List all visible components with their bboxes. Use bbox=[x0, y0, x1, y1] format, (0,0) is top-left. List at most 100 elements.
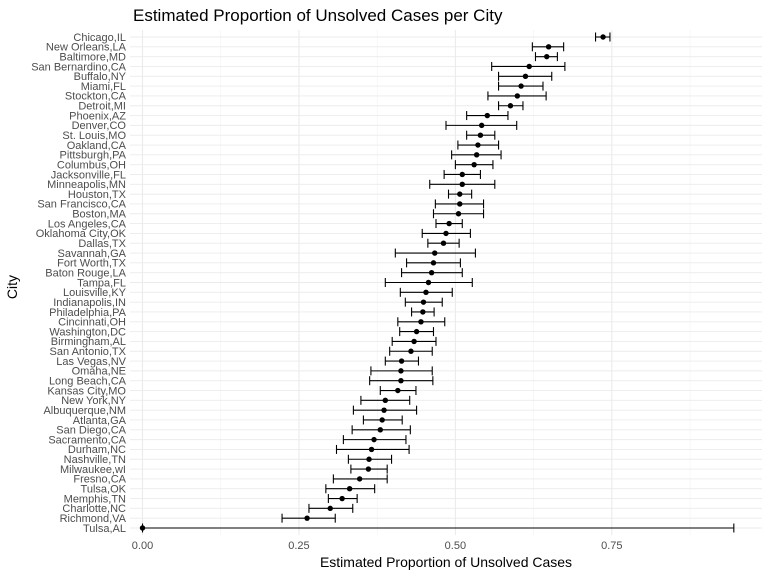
city-mark bbox=[534, 52, 558, 62]
x-tick-label: 0.00 bbox=[132, 540, 153, 552]
x-tick-label: 0.50 bbox=[445, 540, 466, 552]
city-mark bbox=[391, 336, 437, 346]
city-mark bbox=[335, 444, 410, 454]
x-tick-label: 0.75 bbox=[601, 540, 622, 552]
point bbox=[418, 319, 424, 325]
city-mark bbox=[445, 120, 518, 130]
city-mark bbox=[362, 415, 403, 425]
y-tick-label: Baton Rouge,LA bbox=[45, 267, 126, 279]
y-tick-label: Indianapolis,IN bbox=[53, 297, 126, 309]
y-tick-label: Long Beach,CA bbox=[49, 376, 127, 388]
y-tick-label: Tulsa,OK bbox=[81, 484, 127, 496]
city-mark bbox=[457, 140, 500, 150]
point bbox=[459, 171, 465, 178]
x-tick-labels: 0.00 0.25 0.50 0.75 bbox=[132, 540, 623, 552]
y-tick-label: Savannah,GA bbox=[58, 248, 127, 260]
y-tick-label: Birmingham,AL bbox=[51, 336, 126, 348]
y-tick-label: Denver,CO bbox=[72, 120, 127, 132]
city-mark bbox=[360, 395, 411, 405]
y-tick-label: Jacksonville,FL bbox=[51, 169, 126, 181]
data-marks bbox=[139, 32, 735, 533]
point bbox=[484, 112, 490, 119]
y-tick-label: Memphis,TN bbox=[64, 493, 126, 505]
point bbox=[377, 427, 383, 433]
x-tick-label: 0.25 bbox=[288, 540, 309, 552]
y-tick-label: Milwaukee,wI bbox=[60, 464, 126, 476]
y-tick-label: Tulsa,AL bbox=[83, 523, 126, 535]
city-mark bbox=[370, 366, 433, 376]
city-mark bbox=[384, 278, 473, 287]
city-mark bbox=[434, 199, 485, 209]
city-mark bbox=[342, 435, 407, 445]
y-tick-label: Washington,DC bbox=[49, 326, 126, 338]
city-mark bbox=[531, 42, 565, 52]
point bbox=[381, 407, 387, 413]
point bbox=[395, 387, 401, 394]
city-mark bbox=[443, 169, 481, 179]
y-tick-label: Charlotte,NC bbox=[62, 503, 126, 515]
point bbox=[398, 368, 404, 374]
y-tick-label: Fresno,CA bbox=[73, 474, 126, 486]
y-tick-label: Omaha,NE bbox=[72, 366, 126, 378]
y-tick-label: San Diego,CA bbox=[56, 425, 126, 437]
y-tick-label: Philadelphia,PA bbox=[49, 307, 127, 319]
point bbox=[475, 142, 481, 148]
point bbox=[522, 73, 529, 79]
point bbox=[526, 63, 532, 70]
point bbox=[368, 446, 375, 453]
city-mark bbox=[389, 346, 433, 356]
y-tick-label: Louisville,KY bbox=[63, 287, 127, 299]
point bbox=[413, 328, 420, 335]
point bbox=[366, 456, 372, 462]
city-mark bbox=[447, 189, 473, 199]
y-tick-label: Nashville,TN bbox=[64, 454, 126, 466]
y-tick-label: New York,NY bbox=[61, 395, 126, 407]
city-mark bbox=[427, 238, 460, 248]
city-mark bbox=[399, 287, 453, 297]
y-tick-label: Richmond,VA bbox=[60, 513, 127, 525]
y-tick-label: Oakland,CA bbox=[67, 140, 127, 152]
point bbox=[477, 132, 484, 138]
city-mark bbox=[404, 297, 443, 307]
y-tick-label: Cincinnati,OH bbox=[58, 317, 126, 329]
grid bbox=[130, 30, 762, 535]
point bbox=[443, 230, 449, 237]
city-mark bbox=[498, 101, 524, 111]
point bbox=[371, 436, 377, 443]
point bbox=[600, 34, 606, 40]
y-tick-label: Columbus,OH bbox=[57, 159, 126, 171]
city-mark bbox=[454, 160, 494, 170]
point bbox=[379, 417, 385, 423]
city-mark bbox=[325, 484, 376, 494]
point bbox=[544, 53, 550, 60]
city-mark bbox=[432, 209, 485, 219]
y-tick-label: Miami,FL bbox=[81, 81, 126, 93]
city-mark bbox=[351, 425, 411, 435]
city-mark bbox=[466, 130, 496, 140]
y-tick-label: Buffalo,NY bbox=[74, 71, 127, 83]
city-mark bbox=[327, 494, 358, 504]
y-tick-label: Chicago,IL bbox=[73, 32, 126, 44]
point bbox=[473, 152, 480, 158]
point bbox=[398, 378, 404, 384]
y-tick-label: Durham,NC bbox=[68, 444, 126, 456]
city-mark bbox=[308, 503, 354, 513]
y-tick-label: Pittsburgh,PA bbox=[60, 150, 127, 162]
y-axis-title: City bbox=[4, 275, 20, 299]
city-mark bbox=[491, 61, 566, 71]
point bbox=[423, 289, 429, 296]
point bbox=[327, 505, 333, 512]
point bbox=[478, 122, 485, 129]
city-mark bbox=[411, 307, 435, 317]
point bbox=[428, 269, 435, 276]
city-mark bbox=[429, 179, 496, 189]
point bbox=[408, 348, 414, 354]
point bbox=[420, 309, 426, 315]
y-tick-label: San Bernardino,CA bbox=[31, 61, 126, 73]
point bbox=[440, 240, 447, 246]
point bbox=[432, 250, 438, 256]
point bbox=[420, 299, 427, 305]
y-tick-label: Fort Worth,TX bbox=[57, 258, 127, 270]
